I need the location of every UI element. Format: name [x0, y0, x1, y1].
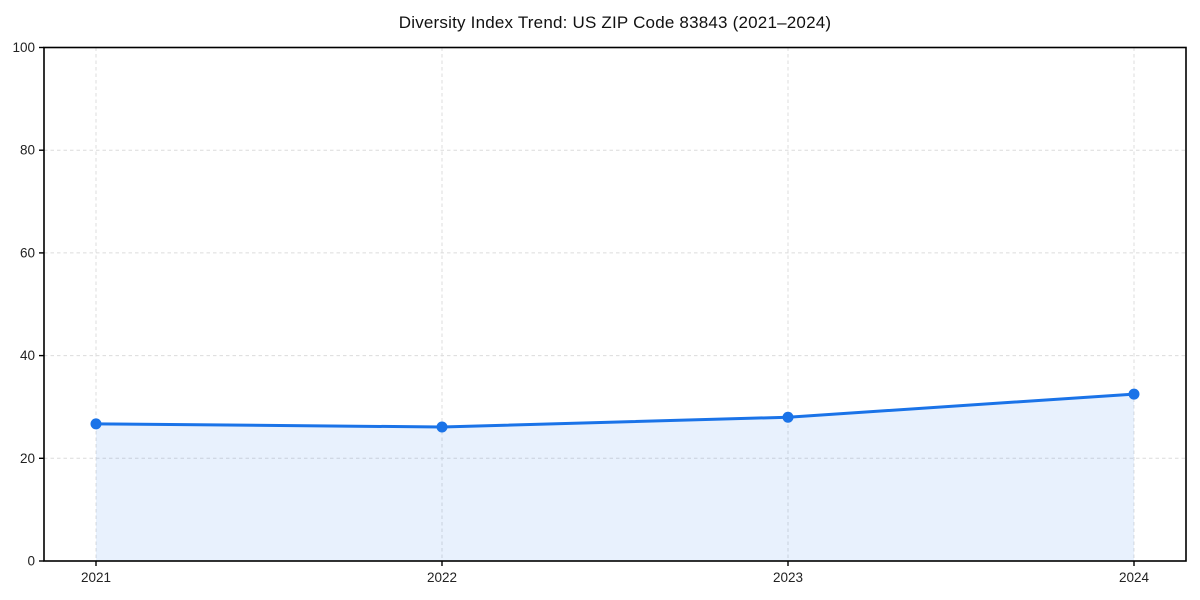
y-axis-tick-label: 60	[20, 245, 35, 260]
y-axis-tick-label: 80	[20, 143, 35, 158]
data-point-marker	[90, 418, 102, 430]
plot-border	[43, 46, 1187, 562]
y-axis-tick-label: 40	[20, 348, 35, 363]
data-point-marker	[436, 421, 448, 433]
data-point-marker	[1128, 388, 1140, 400]
x-axis-tick-label: 2023	[773, 570, 803, 585]
y-axis-tick-label: 20	[20, 451, 35, 466]
x-axis-tick-label: 2021	[81, 570, 111, 585]
y-axis-tick-label: 100	[12, 40, 35, 55]
chart-title: Diversity Index Trend: US ZIP Code 83843…	[398, 13, 832, 32]
x-axis-tick-label: 2022	[427, 570, 457, 585]
series-area-fill	[96, 394, 1134, 561]
data-point-marker	[782, 411, 794, 423]
y-axis-tick-label: 0	[27, 554, 35, 569]
series-line	[94, 392, 1136, 429]
x-axis-tick-label: 2024	[1119, 570, 1150, 585]
